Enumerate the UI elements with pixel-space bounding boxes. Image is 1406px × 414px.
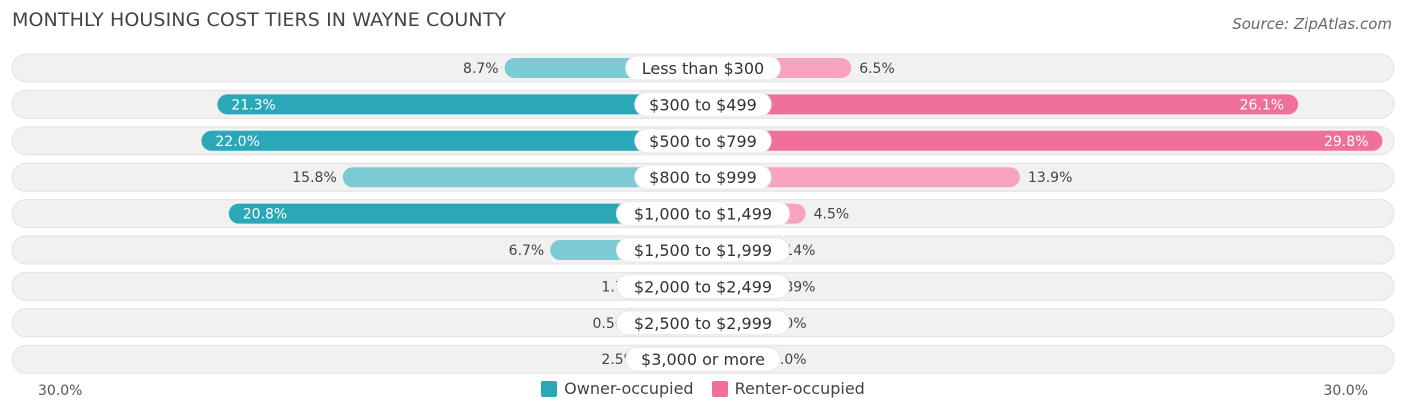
category-label: $500 to $799 (649, 132, 757, 151)
renter-bar (703, 167, 1020, 188)
category-label: $3,000 or more (641, 350, 765, 369)
owner-value-label: 22.0% (215, 134, 259, 150)
category-label: $300 to $499 (649, 95, 757, 114)
category-pill (634, 164, 772, 190)
renter-bar (703, 94, 1299, 115)
owner-value-label: 8.7% (463, 61, 499, 77)
axis-min-label: 30.0% (38, 383, 82, 399)
category-pill (634, 91, 772, 117)
renter-value-label: 29.8% (1324, 134, 1368, 150)
category-pill (625, 346, 781, 372)
renter-swatch-icon (711, 380, 728, 397)
owner-bar (201, 130, 703, 151)
legend-label-renter: Renter-occupied (734, 379, 865, 398)
category-pill (615, 310, 791, 336)
axis-max-label: 30.0% (1324, 383, 1368, 399)
legend-label-owner: Owner-occupied (564, 379, 694, 398)
owner-value-label: 6.7% (509, 243, 545, 259)
legend-item-renter: Renter-occupied (711, 379, 865, 398)
renter-bar (703, 130, 1383, 151)
owner-value-label: 20.8% (243, 207, 287, 223)
category-label: $2,000 to $2,499 (634, 277, 772, 296)
category-label: $800 to $999 (649, 168, 757, 187)
legend-item-owner: Owner-occupied (541, 379, 694, 398)
category-pill (625, 55, 781, 81)
owner-bar (228, 203, 703, 224)
category-pill (615, 237, 791, 263)
source-note: Source: ZipAtlas.com (1232, 15, 1392, 33)
owner-bar (217, 94, 704, 115)
category-label: $1,500 to $1,999 (634, 241, 772, 260)
chart-title: MONTHLY HOUSING COST TIERS IN WAYNE COUN… (12, 9, 507, 31)
category-label: $2,500 to $2,999 (634, 314, 772, 333)
category-pill (615, 201, 791, 227)
category-pill (634, 128, 772, 154)
renter-value-label: 26.1% (1240, 97, 1284, 113)
renter-value-label: 6.5% (859, 61, 895, 77)
category-label: Less than $300 (642, 59, 764, 78)
category-label: $1,000 to $1,499 (634, 205, 772, 224)
owner-value-label: 21.3% (231, 97, 275, 113)
category-pill (615, 273, 791, 299)
legend: Owner-occupied Renter-occupied (0, 379, 1406, 398)
renter-value-label: 13.9% (1028, 170, 1072, 186)
owner-value-label: 15.8% (292, 170, 336, 186)
owner-swatch-icon (541, 380, 558, 397)
renter-value-label: 4.5% (814, 207, 850, 223)
owner-bar (342, 167, 703, 188)
